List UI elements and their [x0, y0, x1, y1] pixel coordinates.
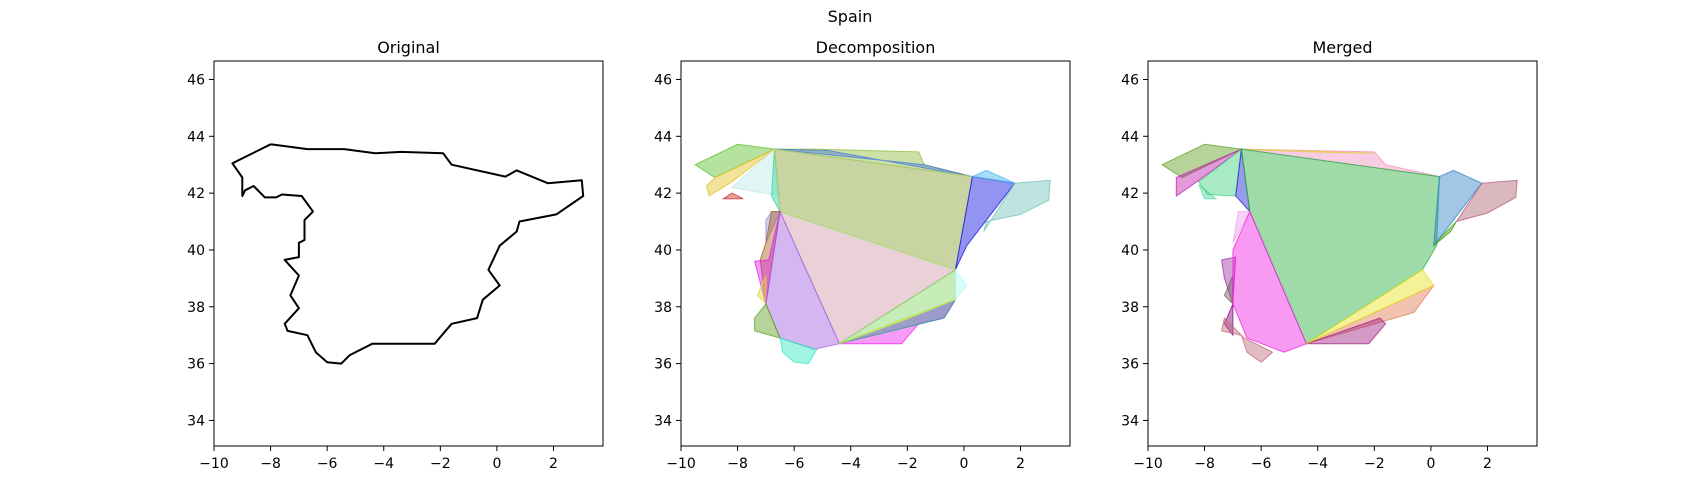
x-tick-label: −6: [317, 456, 338, 472]
x-tick-label: −4: [1307, 456, 1328, 472]
polygon-piece-19: [1306, 269, 1435, 345]
plot-area: [231, 143, 585, 365]
y-tick-label: 40: [187, 243, 205, 259]
plot-area: [694, 143, 1051, 365]
x-tick-label: 2: [549, 456, 558, 472]
x-tick-label: 0: [1426, 456, 1435, 472]
y-tick-label: 44: [1121, 129, 1139, 145]
y-tick-label: 46: [187, 72, 205, 88]
polygon-piece-10: [970, 169, 1016, 184]
x-tick-label: −4: [373, 456, 394, 472]
y-tick-label: 44: [187, 129, 205, 145]
polygon-piece-10: [1433, 221, 1457, 247]
polygon-piece-23: [954, 268, 968, 302]
subplot-original: Original −10 −8 −6 −4 −2 0 2 34 36 38 40 42 44 46: [187, 38, 604, 472]
x-tick-label: −6: [784, 456, 805, 472]
figure-title: Spain: [828, 7, 873, 26]
subplot-title: Original: [377, 38, 440, 57]
polygon-piece-11: [1232, 211, 1251, 244]
y-tick-label: 40: [654, 243, 672, 259]
polygon-piece-15: [756, 275, 767, 306]
x-tick-label: −10: [1133, 456, 1163, 472]
subplot-decomposition: Decomposition −10 −8 −6 −4 −2 0 2 34 36 38 40 42 44 46: [654, 38, 1071, 472]
y-tick-label: 46: [1121, 72, 1139, 88]
polygon-piece-15: [1221, 317, 1274, 363]
subplot-merged: Merged −10 −8 −6 −4 −2 0 2 34 36 38 40 42 44 46: [1121, 38, 1538, 472]
y-tick-label: 38: [1121, 300, 1139, 316]
x-tick-label: −8: [260, 456, 281, 472]
polygon-piece-9: [1455, 179, 1518, 223]
y-tick-label: 42: [1121, 186, 1139, 202]
subplot-title: Decomposition: [816, 38, 936, 57]
y-tick-label: 34: [654, 413, 672, 429]
x-tick-label: −10: [666, 456, 696, 472]
polygon-piece-17: [754, 302, 781, 339]
plot-area: [1161, 143, 1518, 363]
subplot-title: Merged: [1312, 38, 1372, 57]
y-tick-label: 36: [187, 357, 205, 373]
y-tick-label: 40: [1121, 243, 1139, 259]
polygon-piece-14: [1223, 303, 1234, 337]
x-tick-label: 0: [959, 456, 968, 472]
y-tick-label: 38: [654, 300, 672, 316]
polygon-piece-1: [1241, 148, 1375, 154]
y-tick-label: 36: [654, 357, 672, 373]
axes-frame: [213, 60, 604, 447]
y-tick-label: 38: [187, 300, 205, 316]
y-tick-label: 46: [654, 72, 672, 88]
polygon-piece-18: [779, 337, 818, 365]
x-tick-label: 2: [1016, 456, 1025, 472]
x-tick-label: 0: [492, 456, 501, 472]
polygon-piece-22: [839, 299, 956, 345]
x-tick-label: −2: [1364, 456, 1385, 472]
x-tick-label: −8: [1194, 456, 1215, 472]
x-tick-label: −2: [430, 456, 451, 472]
polygon-piece-3: [705, 148, 775, 197]
y-tick-label: 34: [1121, 413, 1139, 429]
x-tick-label: −8: [727, 456, 748, 472]
axes-frame: [1147, 60, 1538, 447]
x-tick-label: −4: [840, 456, 861, 472]
x-tick-label: −10: [199, 456, 229, 472]
subplot-grid: Original−10 −8 −6 −4 −2 0 234363840424446Decom…: [187, 38, 1538, 472]
polygon-piece-3: [1175, 148, 1242, 197]
y-tick-label: 44: [654, 129, 672, 145]
polygon-piece-11: [983, 179, 1051, 232]
y-tick-label: 42: [654, 186, 672, 202]
x-tick-label: −6: [1251, 456, 1272, 472]
y-tick-label: 36: [1121, 357, 1139, 373]
polygon-piece-18: [1306, 317, 1387, 345]
polygon-piece-4: [721, 192, 744, 200]
y-tick-label: 42: [187, 186, 205, 202]
outline-path: [231, 143, 585, 365]
y-tick-label: 34: [187, 413, 205, 429]
x-tick-label: 2: [1483, 456, 1492, 472]
x-tick-label: −2: [897, 456, 918, 472]
axes-frame: [680, 60, 1071, 447]
polygon-piece-5: [730, 148, 781, 197]
